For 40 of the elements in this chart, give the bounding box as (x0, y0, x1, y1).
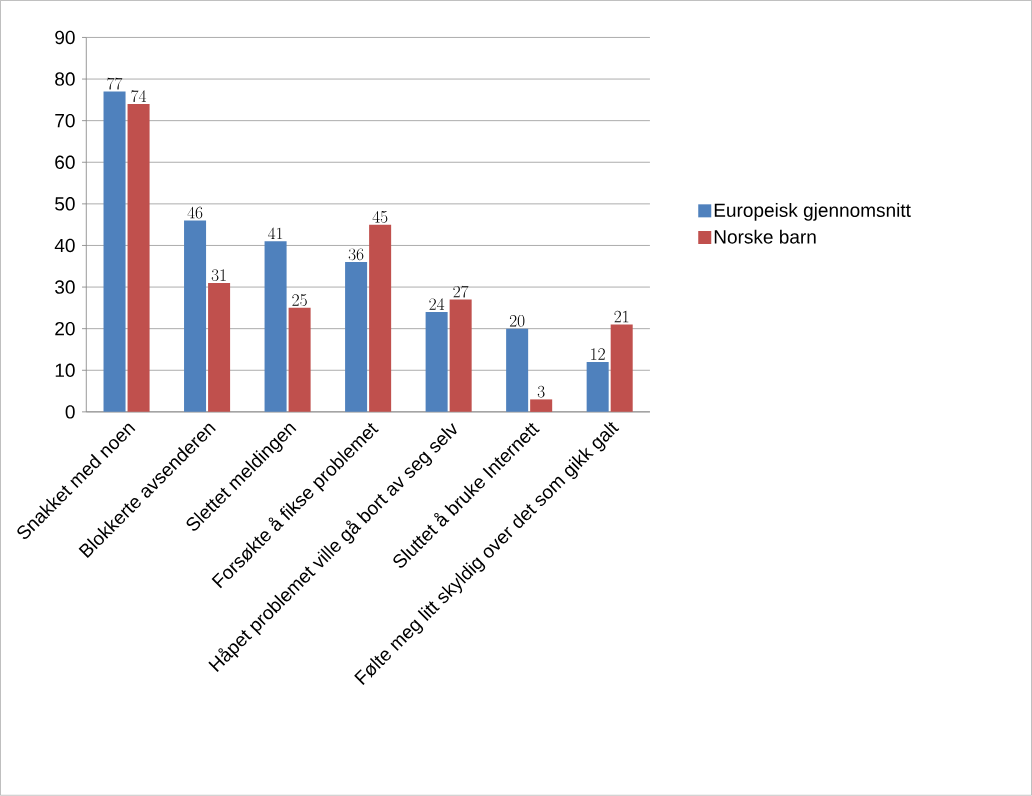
data-label: 27 (453, 285, 469, 298)
data-label: 36 (348, 248, 364, 261)
data-label: 77 (107, 77, 123, 90)
bar (530, 399, 553, 413)
data-label: 31 (211, 269, 226, 282)
data-label: 25 (292, 294, 307, 307)
data-label: 21 (614, 311, 629, 323)
y-tick-label: 90 (55, 30, 75, 45)
bar (288, 308, 311, 413)
data-label: 45 (372, 211, 388, 223)
data-label: 24 (429, 298, 445, 310)
bar (586, 362, 609, 413)
bar (610, 324, 633, 413)
bar (264, 241, 287, 413)
y-tick-label: 70 (55, 114, 75, 128)
bar (449, 299, 472, 413)
y-tick-label: 60 (55, 155, 75, 170)
bar (425, 312, 448, 413)
bar (103, 91, 126, 413)
bar (506, 328, 529, 413)
legend-label: Europeisk gjennomsnitt (714, 203, 911, 221)
bar (184, 220, 207, 413)
legend-label: Norske barn (714, 229, 816, 244)
data-label: 74 (131, 90, 147, 103)
data-label: 46 (187, 206, 203, 219)
y-tick-label: 10 (55, 363, 75, 378)
y-tick-label: 80 (55, 72, 75, 86)
data-label: 12 (591, 348, 605, 360)
bar (345, 262, 368, 413)
data-label: 3 (537, 385, 545, 398)
y-tick-label: 20 (55, 322, 75, 336)
bar (127, 104, 150, 413)
y-tick-label: 0 (65, 405, 75, 419)
y-tick-label: 40 (54, 238, 75, 253)
bar (208, 283, 231, 413)
y-tick-label: 50 (55, 197, 75, 211)
data-label: 20 (509, 315, 525, 327)
y-tick-label: 30 (55, 280, 75, 294)
bar (369, 224, 392, 413)
data-label: 41 (267, 227, 283, 240)
